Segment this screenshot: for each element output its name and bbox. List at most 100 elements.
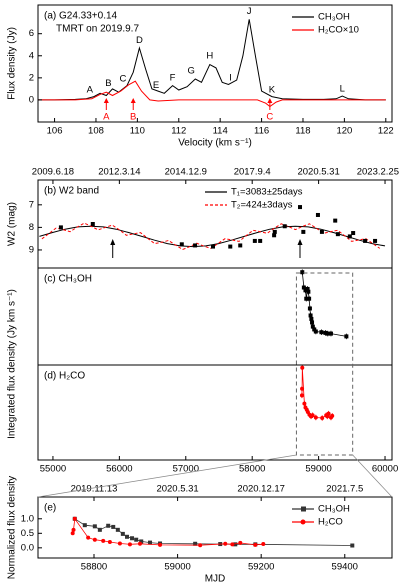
w2-point (90, 222, 95, 226)
w2-point (333, 218, 338, 223)
data-point (115, 527, 120, 532)
data-point (86, 535, 91, 540)
x2-tick-label: 2020.5.31 (156, 484, 198, 495)
plot-frame (37, 364, 393, 461)
legend-label: T₂=424±3days (231, 200, 293, 211)
h2co-peak-label: C (266, 112, 273, 123)
peak-label: F (170, 72, 176, 83)
x-tick-label: 120 (336, 126, 352, 137)
data-point (307, 306, 312, 311)
x2-tick-label: 2021.7.5 (326, 484, 363, 495)
data-point (193, 541, 198, 546)
data-point (300, 365, 305, 370)
peak-label: D (136, 35, 143, 46)
data-point (82, 523, 87, 528)
plot-area (300, 269, 349, 340)
legend-marker (300, 519, 306, 525)
y-axis-label: Integrated flux density (Jy km s⁻¹) (7, 289, 18, 439)
legend-label: CH₃OH (318, 12, 350, 23)
x-tick-label: 59000 (305, 464, 331, 475)
data-point (238, 540, 243, 545)
data-point (72, 516, 77, 521)
x-tick-label: 106 (47, 126, 63, 137)
data-point (230, 542, 235, 547)
data-point (299, 393, 304, 398)
x-tick-label: 110 (130, 126, 145, 137)
x2-tick-label: 2023.2.25 (357, 167, 399, 178)
x-axis-label: MJD (205, 574, 226, 585)
data-point (328, 331, 333, 336)
x-tick-label: 59200 (248, 562, 274, 573)
x-tick-label: 60000 (372, 464, 398, 475)
peak-label: L (340, 83, 345, 94)
data-point (111, 524, 116, 529)
x-tick-label: 56000 (106, 464, 132, 475)
y-axis-label: Flux density (Jy) (7, 27, 18, 100)
arrow-head (103, 98, 109, 103)
y-tick-label: 1.0 (21, 513, 34, 524)
h2co-peak-label: A (103, 112, 110, 123)
w2-point (58, 225, 63, 230)
x-tick-label: 55000 (40, 464, 66, 475)
data-point (158, 542, 163, 547)
x2-tick-label: 2009.6.18 (32, 167, 74, 178)
data-point (139, 539, 144, 544)
zoom-line (352, 454, 393, 498)
data-point (106, 523, 111, 528)
plot-area (38, 19, 386, 108)
data-point (92, 537, 97, 542)
data-point (302, 401, 307, 406)
peak-label: J (247, 6, 252, 17)
x-tick-label: 108 (88, 126, 104, 137)
data-point (130, 536, 135, 541)
y-tick-label: 6 (29, 28, 34, 39)
data-point (301, 285, 306, 290)
data-point (310, 324, 315, 329)
data-point (198, 543, 203, 548)
w2-point (228, 244, 233, 249)
y-tick-label: 9 (29, 244, 34, 255)
arrow-head (130, 98, 136, 103)
data-point (300, 386, 305, 391)
zoom-line (37, 454, 297, 498)
y-tick-label: 2 (29, 72, 34, 83)
peak-label: E (153, 80, 159, 91)
legend-marker (301, 506, 306, 512)
x2-tick-label: 2019.11.13 (71, 484, 118, 495)
peak-label: K (269, 85, 276, 96)
peak-label: B (105, 78, 111, 89)
peak-label: G (187, 66, 194, 77)
x-tick-label: 122 (378, 126, 394, 137)
data-point (223, 541, 228, 546)
data-point (134, 537, 139, 542)
legend-label: H₂CO (318, 517, 343, 528)
x-tick-label: 114 (213, 126, 228, 137)
data-point (309, 316, 314, 321)
x-tick-label: 112 (171, 126, 186, 137)
panel-title: (c) CH₃OH (44, 274, 92, 285)
data-point (305, 286, 310, 291)
data-point (253, 542, 258, 547)
series-line (301, 272, 347, 337)
fit-curve (39, 225, 386, 248)
data-point (310, 320, 315, 325)
data-point (308, 313, 313, 318)
w2-point (179, 242, 184, 247)
data-point (300, 270, 305, 275)
peak-label: C (119, 73, 126, 84)
legend-label: H₂CO×10 (318, 25, 359, 36)
x-tick-label: 116 (254, 126, 269, 137)
x2-tick-label: 2012.3.14 (98, 167, 140, 178)
peak-label: I (229, 72, 232, 83)
data-point (310, 413, 315, 418)
data-point (319, 330, 324, 335)
w2-point (272, 233, 277, 238)
x-tick-label: 58000 (239, 464, 265, 475)
x-tick-label: 59400 (332, 562, 358, 573)
arrow-head (267, 98, 273, 103)
x2-tick-label: 2017.9.4 (234, 167, 271, 178)
data-point (344, 334, 349, 339)
y-tick-label: 7 (29, 199, 34, 210)
